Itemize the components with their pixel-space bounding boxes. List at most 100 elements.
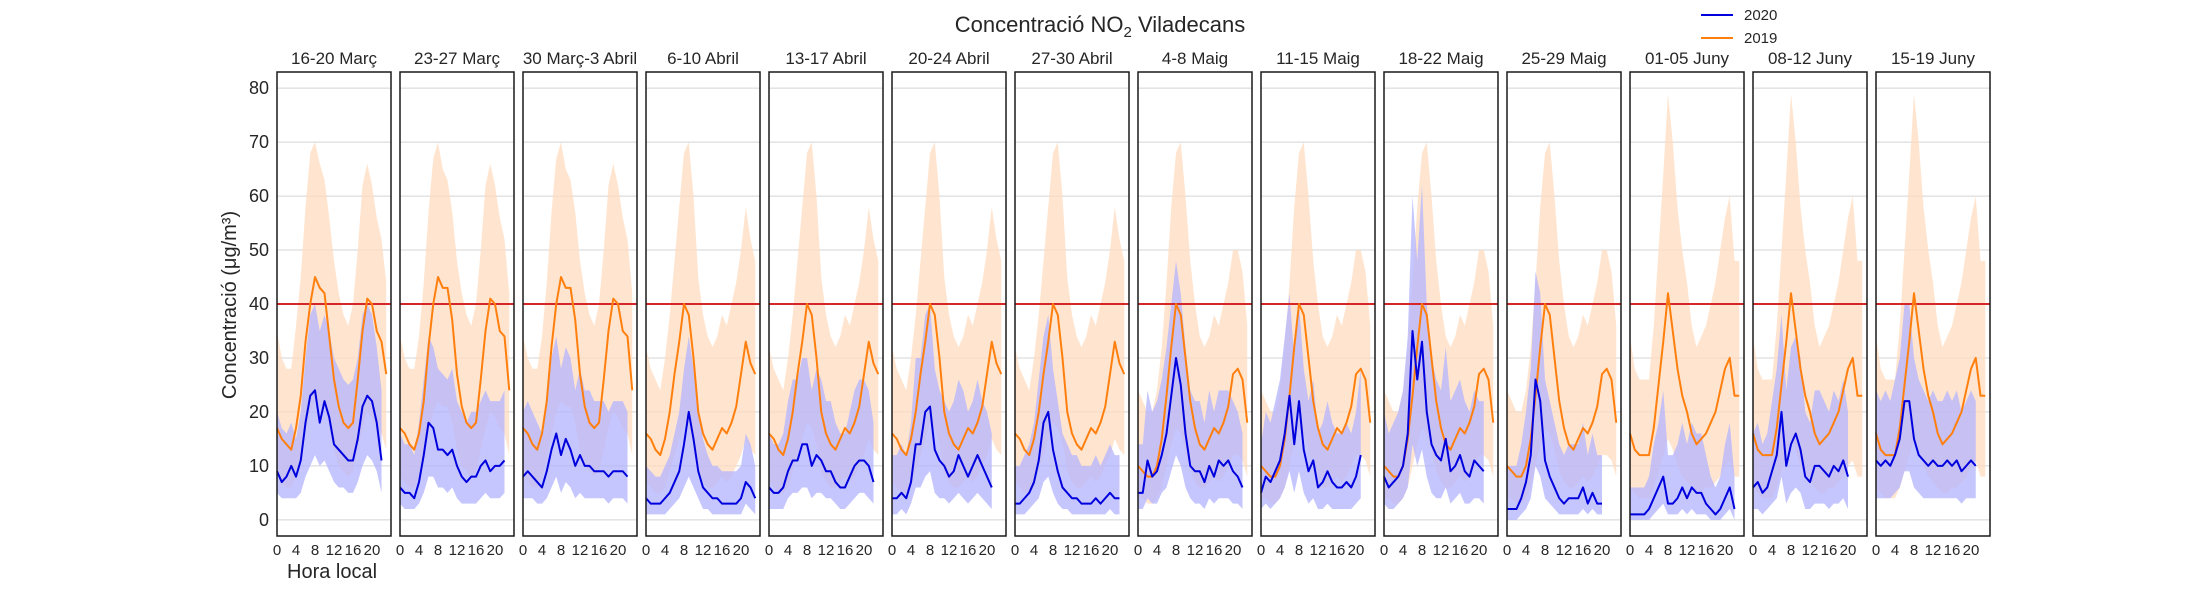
x-tick-label: 12: [1187, 542, 1204, 559]
series-2019-line: [891, 303, 1003, 457]
band-2019: [646, 142, 756, 493]
x-tick-label: 8: [1664, 542, 1672, 559]
x-tick-label: 12: [1064, 542, 1081, 559]
panel-frame: [276, 71, 392, 537]
x-tick-label: 16: [714, 542, 731, 559]
series-2020-line: [522, 432, 629, 489]
x-tick-label: 20: [979, 542, 996, 559]
x-tick-label: 8: [311, 542, 319, 559]
panel: 6-10 Abril 0 4 8 12 16 20: [642, 49, 761, 559]
x-tick-label: 8: [1172, 542, 1180, 559]
panel-frame: [522, 71, 638, 537]
panel: 27-30 Abril 0 4 8 12 16 20: [1011, 49, 1130, 559]
y-axis-label: Concentració (μg/m³): [219, 211, 241, 399]
series-2020-line: [276, 389, 383, 484]
x-tick-label: 16: [837, 542, 854, 559]
panel-title: 23-27 Març: [414, 49, 500, 68]
panel-frame: [1260, 71, 1376, 537]
series-2020-line: [1875, 400, 1977, 473]
y-tick-label: 70: [249, 132, 269, 152]
x-tick-label: 20: [1225, 542, 1242, 559]
x-tick-label: 0: [396, 542, 404, 559]
panel-frame: [1752, 71, 1868, 537]
x-tick-label: 12: [449, 542, 466, 559]
panel: 4-8 Maig 0 4 8 12 16 20: [1134, 49, 1253, 559]
chart-title-suffix: Viladecans: [1132, 12, 1245, 37]
legend: 2020 2019: [1701, 7, 1777, 47]
x-tick-label: 20: [1840, 542, 1857, 559]
x-tick-label: 0: [1257, 542, 1265, 559]
panel-title: 18-22 Maig: [1398, 49, 1483, 68]
x-tick-label: 8: [926, 542, 934, 559]
x-tick-label: 20: [364, 542, 381, 559]
series-2020-line: [1752, 410, 1849, 494]
x-tick-label: 12: [326, 542, 343, 559]
series-2020-line: [892, 405, 993, 500]
series-2019-line: [276, 276, 388, 451]
x-tick-label: 0: [642, 542, 650, 559]
panel-frame: [1137, 71, 1253, 537]
band-2020: [892, 304, 992, 515]
panel: 13-17 Abril 0 4 8 12 16 20: [765, 49, 884, 559]
x-tick-label: 12: [1925, 542, 1942, 559]
x-tick-label: 20: [1348, 542, 1365, 559]
x-tick-label: 4: [1522, 542, 1530, 559]
x-tick-label: 4: [1645, 542, 1653, 559]
series-2020-line: [1507, 378, 1602, 511]
panel: 01-05 Juny 0 4 8 12 16 20: [1626, 49, 1745, 559]
series-2020-line: [1383, 329, 1485, 489]
x-tick-label: 8: [557, 542, 565, 559]
series-2020-line: [645, 410, 757, 505]
x-tick-label: 8: [803, 542, 811, 559]
x-tick-label: 4: [292, 542, 300, 559]
y-tick-label: 20: [249, 402, 269, 422]
x-tick-label: 16: [345, 542, 362, 559]
x-tick-label: 20: [1594, 542, 1611, 559]
series-2019-line: [1260, 303, 1372, 478]
x-tick-label: 20: [1102, 542, 1119, 559]
series-2019-line: [1014, 303, 1126, 457]
x-tick-label: 4: [1030, 542, 1038, 559]
panel-frame: [768, 71, 884, 537]
panel-title: 01-05 Juny: [1645, 49, 1730, 68]
x-tick-label: 12: [1802, 542, 1819, 559]
panel-frame: [1383, 71, 1499, 537]
x-tick-label: 12: [941, 542, 958, 559]
panel-title: 20-24 Abril: [908, 49, 989, 68]
panel: 11-15 Maig 0 4 8 12 16 20: [1257, 49, 1376, 559]
y-tick-label: 30: [249, 348, 269, 368]
x-tick-label: 0: [1503, 542, 1511, 559]
x-tick-label: 4: [538, 542, 546, 559]
x-tick-label: 8: [1910, 542, 1918, 559]
legend-label: 2020: [1744, 7, 1777, 24]
x-tick-label: 8: [434, 542, 442, 559]
x-tick-label: 0: [765, 542, 773, 559]
x-tick-label: 4: [1276, 542, 1284, 559]
panel: 18-22 Maig 0 4 8 12 16 20: [1380, 49, 1499, 559]
x-tick-label: 16: [960, 542, 977, 559]
panel-frame: [1014, 71, 1130, 537]
panel: 30 Març-3 Abril 0 4 8 12 16 20: [519, 49, 638, 559]
x-tick-label: 4: [661, 542, 669, 559]
panel-title: 15-19 Juny: [1891, 49, 1976, 68]
x-tick-label: 0: [1872, 542, 1880, 559]
y-tick-label: 80: [249, 78, 269, 98]
panel-frame: [645, 71, 761, 537]
x-tick-label: 16: [1452, 542, 1469, 559]
panel: 20-24 Abril 0 4 8 12 16 20: [888, 49, 1007, 559]
series-2019-line: [1752, 292, 1863, 457]
panel-frame: [1875, 71, 1991, 537]
x-tick-label: 12: [572, 542, 589, 559]
x-tick-label: 4: [907, 542, 915, 559]
panel-title: 13-17 Abril: [785, 49, 866, 68]
series-2019-line: [1137, 303, 1249, 478]
panel-title: 25-29 Maig: [1521, 49, 1606, 68]
y-tick-label: 10: [249, 456, 269, 476]
panel-title: 11-15 Maig: [1276, 49, 1360, 68]
y-tick-label: 40: [249, 294, 269, 314]
series-2019-line: [768, 303, 880, 457]
